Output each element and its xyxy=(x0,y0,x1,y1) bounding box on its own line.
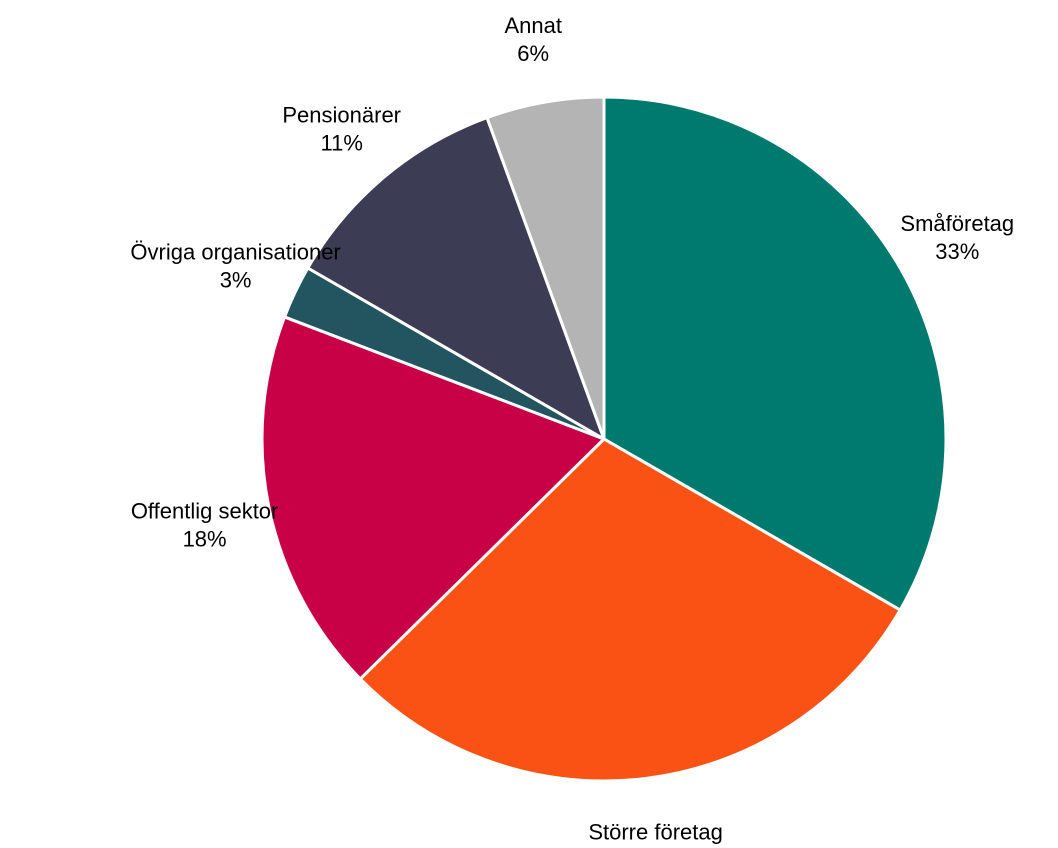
slice-label-pensionarer: Pensionärer 11% xyxy=(282,103,401,156)
pie-slice-pensionarer xyxy=(306,116,606,441)
slice-label-name: Offentlig sektor xyxy=(131,499,279,524)
slice-label-name: Övriga organisationer xyxy=(130,240,340,265)
slice-label-storre-foretag: Större företag29% xyxy=(588,820,723,848)
pie-labels: Småföretag 33% Större företag29% Offentlig … xyxy=(130,13,1014,848)
pie-slices xyxy=(260,95,948,783)
slice-label-percent: 33% xyxy=(935,239,979,264)
slice-label-name: Annat xyxy=(504,13,562,38)
slice-label-percent: 6% xyxy=(517,41,549,66)
slice-label-name: Pensionärer xyxy=(282,103,401,128)
slice-label-name: Större företag xyxy=(588,820,723,845)
slice-label-name: Småföretag xyxy=(900,211,1014,236)
slice-label-smaforetag: Småföretag 33% xyxy=(900,211,1014,264)
pie-slice-smaforetag xyxy=(602,95,948,612)
slice-label-offentlig-sektor: Offentlig sektor 18% xyxy=(131,499,279,552)
pie-slice-storre-foretag xyxy=(358,437,902,783)
slice-label-ovriga-organisationer: Övriga organisationer 3% xyxy=(130,240,340,293)
slice-label-annat: Annat 6% xyxy=(504,13,562,66)
slice-label-percent: 3% xyxy=(220,268,252,293)
pie-slice-annat xyxy=(485,95,606,441)
slice-label-percent: 11% xyxy=(320,131,362,156)
slice-label-percent: 18% xyxy=(183,527,227,552)
